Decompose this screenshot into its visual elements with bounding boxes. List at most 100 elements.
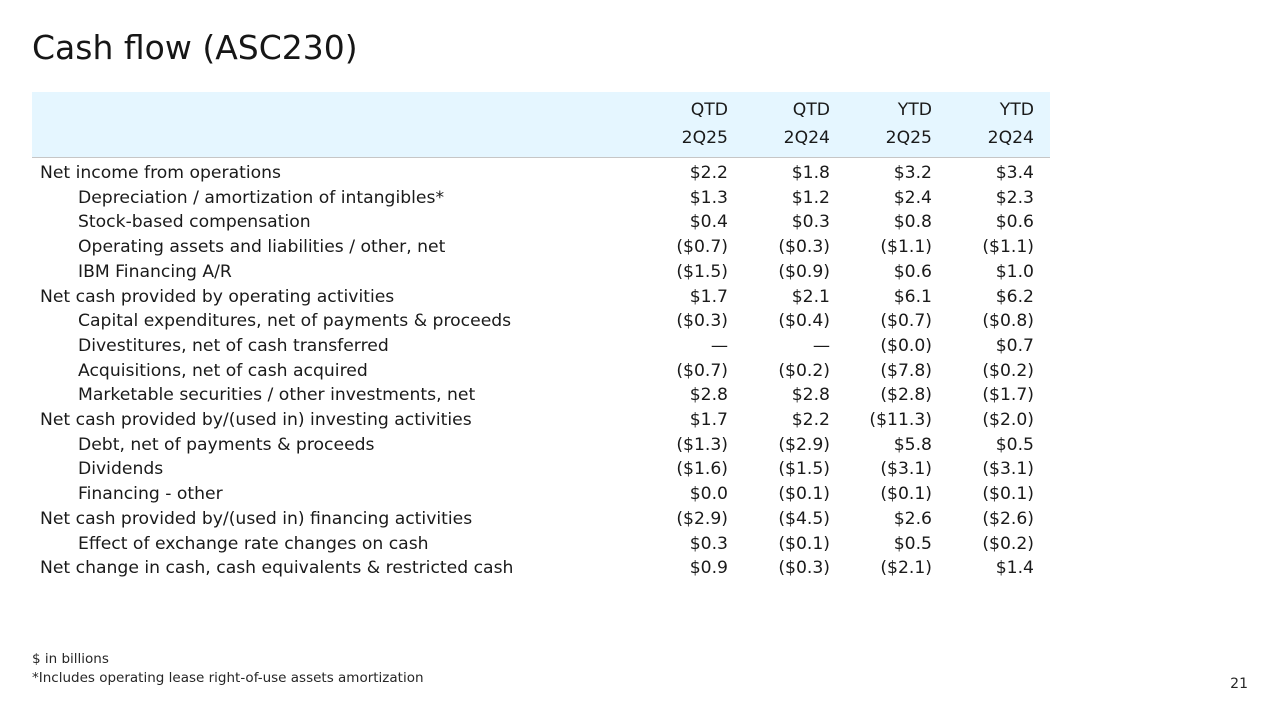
row-value: ($0.8) [982,311,1034,332]
row-label: Effect of exchange rate changes on cash [78,533,429,554]
table-row-total: Net cash provided by/(used in) investing… [32,408,1050,433]
col-header-period: YTD [948,92,1050,124]
row-value: ($1.5) [676,261,728,282]
row-value: ($0.7) [676,360,728,381]
row-value: $0.9 [689,558,728,579]
table-row-total: Net cash provided by/(used in) financing… [32,507,1050,532]
col-header-quarter: 2Q24 [948,124,1050,158]
row-value: — [710,335,728,356]
row-value: $0.6 [995,212,1034,233]
table-row-total: Net change in cash, cash equivalents & r… [32,556,1050,581]
row-value: $0.8 [893,212,932,233]
table-row-sub: Depreciation / amortization of intangibl… [32,186,1050,211]
row-value: $3.4 [995,163,1034,183]
row-value: ($0.2) [982,360,1034,381]
units-footnote: $ in billions [32,651,109,667]
row-value: ($2.0) [982,410,1034,431]
row-value: ($0.3) [778,237,830,258]
row-value: ($3.1) [880,459,932,480]
row-label: Marketable securities / other investment… [78,385,476,406]
cash-flow-table: QTD QTD YTD YTD 2Q25 2Q24 2Q25 2Q24 Net … [32,92,1050,581]
table-row-sub: Marketable securities / other investment… [32,383,1050,408]
row-value: $0.6 [893,261,932,282]
row-value: $3.2 [893,163,932,183]
row-value: $6.2 [995,286,1034,307]
row-label: Net cash provided by/(used in) investing… [40,410,472,431]
row-label: Operating assets and liabilities / other… [78,237,446,258]
row-value: ($0.9) [778,261,830,282]
table-row-sub: Financing - other $0.0 ($0.1) ($0.1) ($0.1) [32,482,1050,507]
row-label: IBM Financing A/R [78,261,232,282]
table-row-sub: IBM Financing A/R ($1.5) ($0.9) $0.6 $1.0 [32,260,1050,285]
row-value: $6.1 [893,286,932,307]
row-value: ($2.9) [676,508,728,529]
row-value: $0.5 [995,434,1034,455]
row-label: Acquisitions, net of cash acquired [78,360,368,381]
row-value: ($1.1) [880,237,932,258]
row-value: $2.2 [791,410,830,431]
row-value: ($0.7) [880,311,932,332]
row-value: $1.3 [689,187,728,208]
row-value: $1.4 [995,558,1034,579]
col-header-period: QTD [642,92,744,124]
row-value: ($0.1) [982,484,1034,505]
row-value: ($11.3) [869,410,932,431]
row-value: ($2.9) [778,434,830,455]
row-value: ($1.6) [676,459,728,480]
row-value: $0.5 [893,533,932,554]
table-row-sub: Divestitures, net of cash transferred — — (… [32,334,1050,359]
row-label: Net income from operations [40,163,281,183]
row-value: ($3.1) [982,459,1034,480]
row-value: ($2.6) [982,508,1034,529]
table-row-sub: Effect of exchange rate changes on cash $… [32,532,1050,557]
page-number: 21 [1230,676,1248,692]
row-value: ($0.1) [880,484,932,505]
row-value: $1.0 [995,261,1034,282]
row-value: $1.2 [791,187,830,208]
row-value: $1.7 [689,410,728,431]
col-header-quarter: 2Q25 [642,124,744,158]
row-value: $2.6 [893,508,932,529]
table-row-sub: Dividends ($1.6) ($1.5) ($3.1) ($3.1) [32,457,1050,482]
row-value: ($1.5) [778,459,830,480]
row-value: ($1.3) [676,434,728,455]
header-label-cell [32,124,642,158]
header-label-cell [32,92,642,124]
row-value: $0.7 [995,335,1034,356]
row-value: ($4.5) [778,508,830,529]
row-value: ($2.8) [880,385,932,406]
table-row-sub: Operating assets and liabilities / other… [32,235,1050,260]
table-row-sub: Capital expenditures, net of payments & … [32,309,1050,334]
row-value: $2.3 [995,187,1034,208]
row-value: ($0.2) [778,360,830,381]
col-header-period: YTD [846,92,948,124]
row-value: $2.8 [791,385,830,406]
page-title: Cash flow (ASC230) [32,28,358,67]
row-value: ($0.3) [778,558,830,579]
amortization-footnote: *Includes operating lease right-of-use a… [32,670,424,686]
header-row-period: QTD QTD YTD YTD [32,92,1050,124]
row-value: $5.8 [893,434,932,455]
row-value: $2.1 [791,286,830,307]
row-value: ($0.3) [676,311,728,332]
col-header-quarter: 2Q24 [744,124,846,158]
header-row-quarter: 2Q25 2Q24 2Q25 2Q24 [32,124,1050,158]
row-label: Depreciation / amortization of intangibl… [78,187,445,208]
row-label: Divestitures, net of cash transferred [78,335,389,356]
row-value: $2.2 [689,163,728,183]
row-label: Net cash provided by operating activitie… [40,286,395,307]
row-value: $0.3 [689,533,728,554]
row-value: ($0.1) [778,533,830,554]
row-label: Dividends [78,459,164,480]
row-value: ($0.2) [982,533,1034,554]
table-row-sub: Acquisitions, net of cash acquired ($0.7)… [32,359,1050,384]
row-value: ($1.7) [982,385,1034,406]
row-label: Financing - other [78,484,223,505]
row-value: ($7.8) [880,360,932,381]
row-value: ($1.1) [982,237,1034,258]
row-value: $2.4 [893,187,932,208]
col-header-period: QTD [744,92,846,124]
row-value: $0.0 [689,484,728,505]
table-header: QTD QTD YTD YTD 2Q25 2Q24 2Q25 2Q24 [32,92,1050,158]
